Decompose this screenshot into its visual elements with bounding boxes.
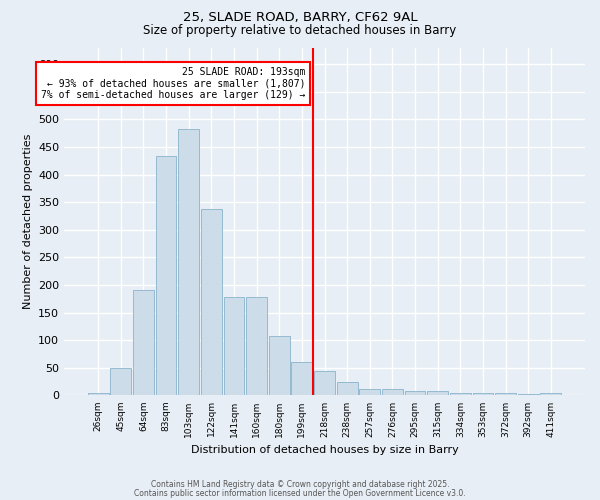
Bar xyxy=(178,128,199,396)
Bar xyxy=(359,390,380,396)
Text: Contains public sector information licensed under the Open Government Licence v3: Contains public sector information licen… xyxy=(134,489,466,498)
Bar xyxy=(495,392,516,396)
Bar xyxy=(269,336,290,396)
Bar xyxy=(450,392,471,396)
Bar xyxy=(88,392,109,396)
Bar xyxy=(518,394,539,396)
Bar xyxy=(133,290,154,396)
Bar xyxy=(224,297,244,396)
Text: 25, SLADE ROAD, BARRY, CF62 9AL: 25, SLADE ROAD, BARRY, CF62 9AL xyxy=(182,11,418,24)
Bar xyxy=(110,368,131,396)
Bar xyxy=(314,371,335,396)
Bar xyxy=(155,156,176,396)
Bar xyxy=(382,390,403,396)
Bar xyxy=(246,297,267,396)
Bar xyxy=(337,382,358,396)
Bar xyxy=(427,391,448,396)
Bar xyxy=(404,391,425,396)
X-axis label: Distribution of detached houses by size in Barry: Distribution of detached houses by size … xyxy=(191,445,458,455)
Bar xyxy=(473,392,493,396)
Bar xyxy=(541,392,562,396)
Bar xyxy=(201,209,222,396)
Y-axis label: Number of detached properties: Number of detached properties xyxy=(23,134,32,309)
Text: Contains HM Land Registry data © Crown copyright and database right 2025.: Contains HM Land Registry data © Crown c… xyxy=(151,480,449,489)
Text: Size of property relative to detached houses in Barry: Size of property relative to detached ho… xyxy=(143,24,457,37)
Bar xyxy=(292,362,313,396)
Text: 25 SLADE ROAD: 193sqm
← 93% of detached houses are smaller (1,807)
7% of semi-de: 25 SLADE ROAD: 193sqm ← 93% of detached … xyxy=(41,67,305,100)
